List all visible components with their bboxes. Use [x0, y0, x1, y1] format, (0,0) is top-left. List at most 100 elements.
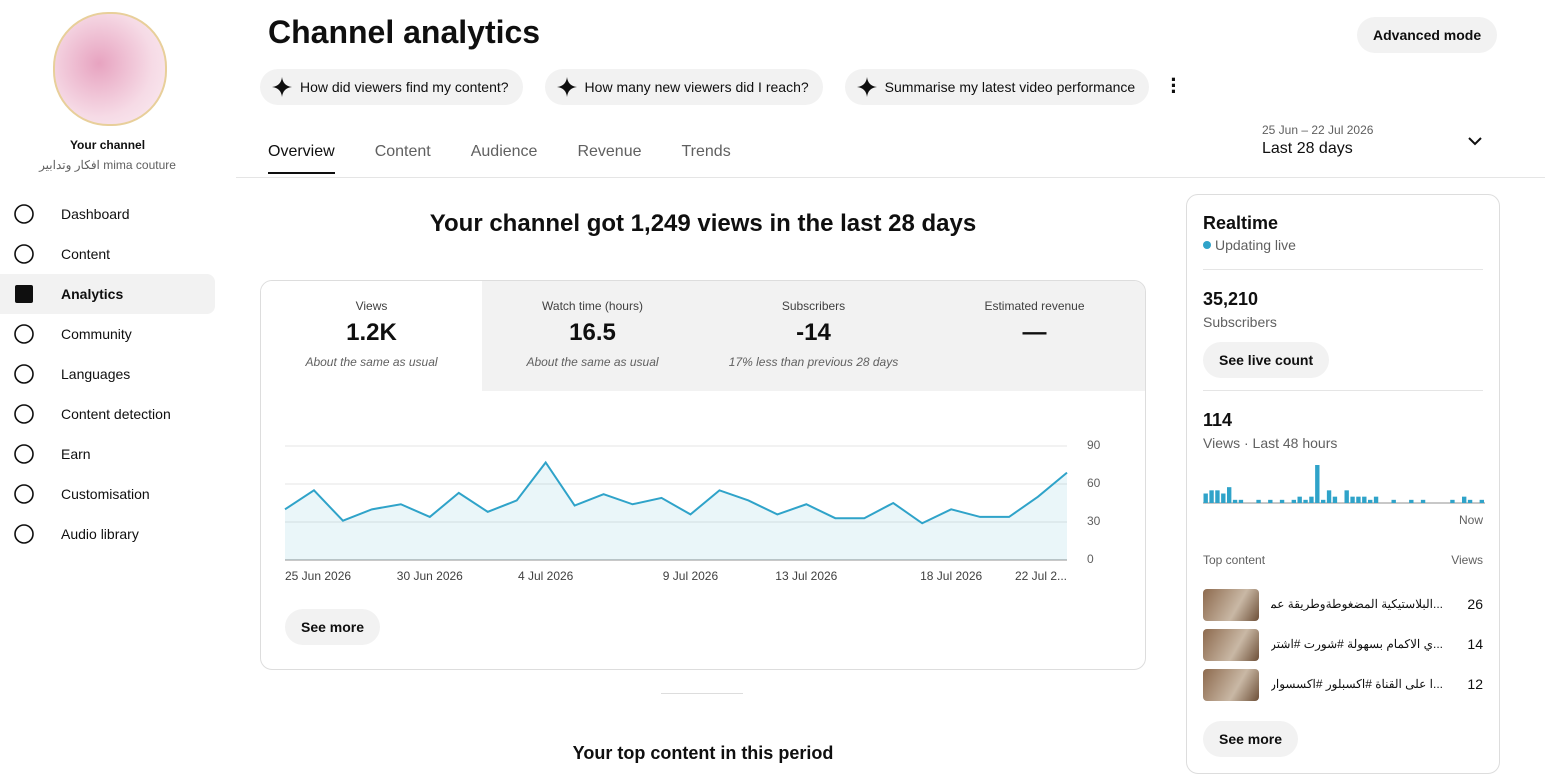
bar — [1215, 490, 1220, 503]
metric-value: 1.2K — [346, 319, 397, 346]
tab[interactable]: Audience — [470, 143, 538, 160]
x-tick-label: 9 Jul 2026 — [663, 569, 719, 583]
top-content-heading: Your top content in this period — [572, 743, 834, 763]
overview-card: Views 1.2K About the same as usual Watch ti… — [260, 280, 1146, 670]
metric-value: 16.5 — [569, 319, 616, 346]
bar — [1467, 499, 1473, 503]
bar — [1315, 465, 1320, 503]
x-tick-label: 22 Jul 2... — [1015, 569, 1067, 583]
icon-shape — [14, 524, 34, 544]
nav-item[interactable]: Customisation — [0, 474, 215, 514]
channel-label[interactable]: Your channel — [69, 138, 146, 152]
bar — [1279, 499, 1285, 503]
views-value: 114 — [1203, 410, 1233, 430]
bar — [1221, 493, 1226, 503]
advanced-mode[interactable]: Advanced mode — [1357, 17, 1498, 53]
realtime-chart — [1203, 465, 1485, 504]
nav-label: Earn — [61, 446, 91, 462]
x-tick-label: 4 Jul 2026 — [518, 569, 574, 583]
tabs: Overview Content Audience Revenue Trends — [268, 143, 731, 174]
bar — [1227, 487, 1232, 503]
nav-item[interactable]: Content — [0, 234, 215, 274]
metric-label: Watch time (hours) — [542, 299, 643, 313]
bar — [1332, 496, 1338, 503]
icon-shape — [14, 364, 34, 384]
nav-label: Analytics — [61, 286, 124, 302]
subs-value: 35,210 — [1203, 289, 1259, 309]
nav-item[interactable]: Community — [0, 314, 215, 354]
views-chart: 0 30 60 90 25 Jun 2026 30 Jun 2026 4 Jul 2026 9… — [284, 438, 1101, 583]
nav-item[interactable]: Content detection — [0, 394, 215, 434]
bar — [1268, 499, 1273, 503]
metric-card[interactable]: Watch time (hours) 16.5 About the same as … — [482, 281, 704, 391]
divider — [661, 693, 743, 694]
views-label: Views · Last 48 hours — [1203, 435, 1338, 451]
bar — [1356, 496, 1361, 503]
live-count-button[interactable]: See live count — [1203, 342, 1330, 378]
headline: Your channel got 1,249 views in the last… — [429, 210, 977, 237]
nav-label: Audio library — [61, 526, 139, 542]
metric-card[interactable]: Estimated revenue — — [924, 281, 1145, 391]
bar — [1297, 496, 1302, 503]
realtime-card: Realtime Updating live 35,210 Subscriber… — [1186, 194, 1500, 774]
suggestion-chip[interactable]: How did viewers find my content? — [260, 69, 523, 105]
nav-icon — [14, 444, 34, 464]
nav-item[interactable]: Analytics — [0, 274, 215, 314]
video-title[interactable]: ...البلاستيكية المضغوطةوطريقة عملها — [1271, 597, 1443, 611]
bar — [1450, 499, 1455, 503]
nav-icon — [14, 324, 34, 344]
period[interactable]: Last 28 days — [1262, 140, 1353, 157]
suggestion-chip[interactable]: Summarise my latest video performance — [844, 69, 1150, 105]
chip-label: Summarise my latest video performance — [884, 79, 1136, 95]
sparkle — [856, 77, 877, 97]
y-tick-label: 0 — [1087, 552, 1094, 566]
metric-value: — — [1022, 319, 1047, 346]
video-title[interactable]: ...ي الاكمام بسهولة #شورت #اشتراك — [1271, 637, 1443, 651]
metric-note: About the same as usual — [526, 355, 659, 369]
more-menu[interactable]: · · · — [1170, 67, 1178, 104]
bar — [1209, 490, 1214, 503]
nav-label: Customisation — [61, 486, 150, 502]
nav-label: Content detection — [61, 406, 171, 422]
bar — [1321, 499, 1326, 503]
nav-icon — [14, 364, 34, 384]
thumbnail[interactable] — [1203, 669, 1259, 701]
metric-label: Views — [355, 299, 388, 313]
thumbnail[interactable] — [1203, 589, 1259, 621]
metric-card[interactable]: Views 1.2K About the same as usual — [261, 281, 483, 391]
tab[interactable]: Trends — [681, 143, 731, 160]
video-views: 12 — [1467, 676, 1483, 692]
metric-card[interactable]: Subscribers -14 17% less than previous 28 … — [703, 281, 925, 391]
bar — [1326, 490, 1332, 503]
thumbnail[interactable] — [1203, 629, 1259, 661]
suggestion-chip[interactable]: How many new viewers did I reach? — [544, 69, 823, 105]
bar — [1344, 490, 1349, 503]
bar — [1373, 496, 1379, 503]
divider — [1203, 390, 1483, 391]
dropdown[interactable] — [1468, 136, 1482, 146]
bar — [1368, 499, 1373, 503]
nav-label: Dashboard — [61, 206, 130, 222]
tab[interactable]: Revenue — [577, 143, 642, 160]
nav-item[interactable]: Languages — [0, 354, 215, 394]
metric-label: Subscribers — [781, 299, 846, 313]
line — [284, 460, 1068, 525]
see-more[interactable]: See more — [285, 609, 381, 645]
video-title[interactable]: ...ا على القناة #اكسبلور #اكسسوارات — [1271, 677, 1443, 691]
see-more[interactable]: See more — [1203, 721, 1299, 757]
nav-label: Content — [61, 246, 111, 262]
bar — [1462, 496, 1467, 503]
sparkle-icon — [556, 77, 577, 97]
tab[interactable]: Overview — [268, 143, 335, 174]
nav-item[interactable]: Audio library — [0, 514, 215, 554]
tab[interactable]: Content — [374, 143, 431, 160]
metric-note: 17% less than previous 28 days — [728, 355, 899, 369]
nav-label: Community — [61, 326, 132, 342]
date-range[interactable]: 25 Jun – 22 Jul 2026 — [1262, 123, 1374, 137]
avatar[interactable] — [53, 12, 167, 126]
nav-item[interactable]: Earn — [0, 434, 215, 474]
bar — [1409, 499, 1414, 503]
icon-shape — [14, 484, 34, 504]
nav-item[interactable]: Dashboard — [0, 194, 215, 234]
chip-label: How many new viewers did I reach? — [584, 79, 809, 95]
